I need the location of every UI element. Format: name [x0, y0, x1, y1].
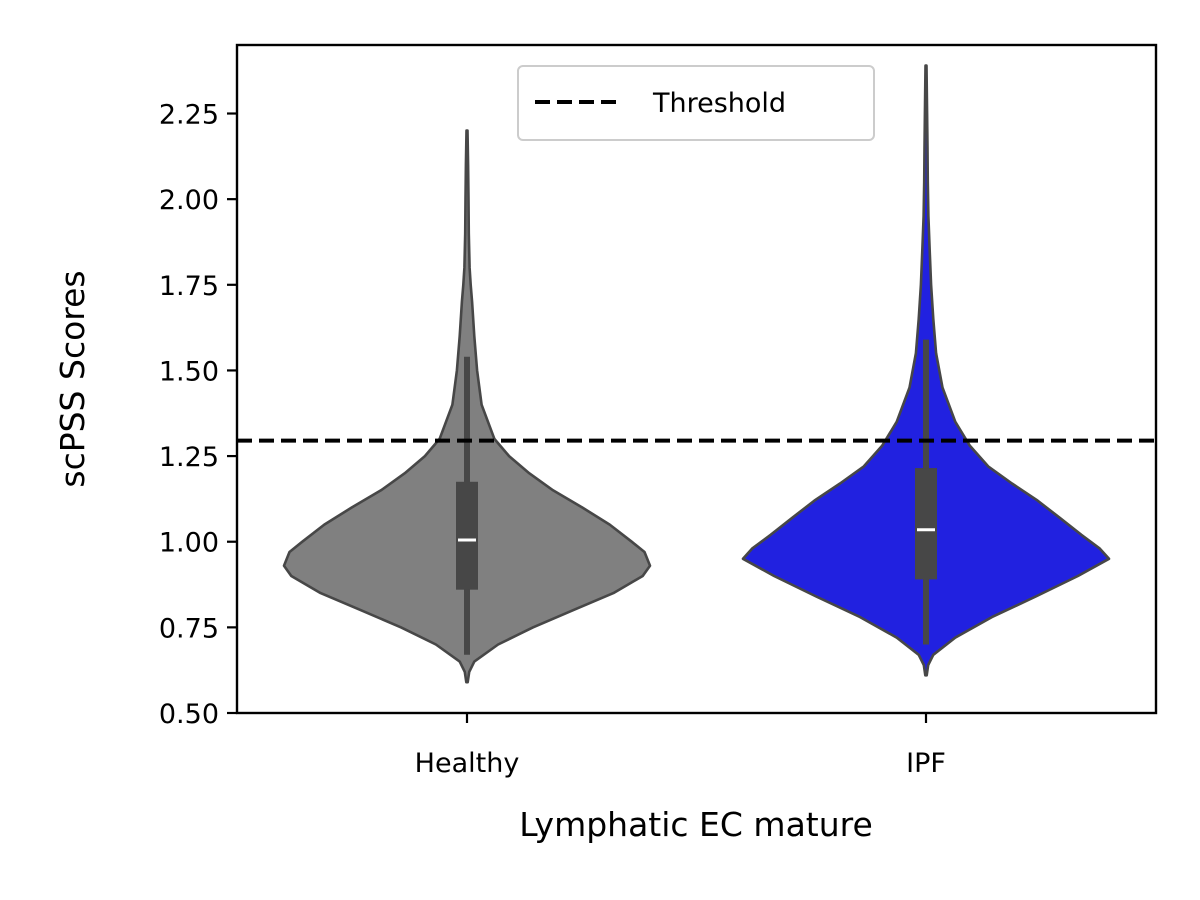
y-tick-label: 1.00 [159, 528, 219, 559]
iqr-box-healthy [456, 481, 478, 590]
y-tick-label: 2.00 [159, 185, 219, 216]
y-tick-label: 1.75 [159, 271, 219, 302]
y-tick-label: 1.25 [159, 442, 219, 473]
y-tick-label: 1.50 [159, 356, 219, 387]
violins-layer [282, 64, 1111, 684]
legend-box [517, 65, 875, 141]
y-tick-label: 0.50 [159, 699, 219, 730]
y-tick-label: 2.25 [159, 100, 219, 131]
y-axis-label: scPSS Scores [53, 270, 92, 487]
y-axis: 0.50 0.75 1.00 1.25 1.50 1.75 2.00 2.25 [159, 100, 237, 730]
iqr-box-ipf [915, 468, 937, 580]
x-axis-label: Lymphatic EC mature [519, 805, 873, 844]
x-axis: Healthy IPF [415, 713, 946, 779]
legend-threshold-label: Threshold [652, 88, 786, 119]
plot-frame [235, 43, 1158, 715]
legend: Threshold [517, 65, 875, 141]
x-tick-label: IPF [906, 748, 946, 779]
x-tick-label: Healthy [415, 748, 520, 779]
y-tick-label: 0.75 [159, 613, 219, 644]
